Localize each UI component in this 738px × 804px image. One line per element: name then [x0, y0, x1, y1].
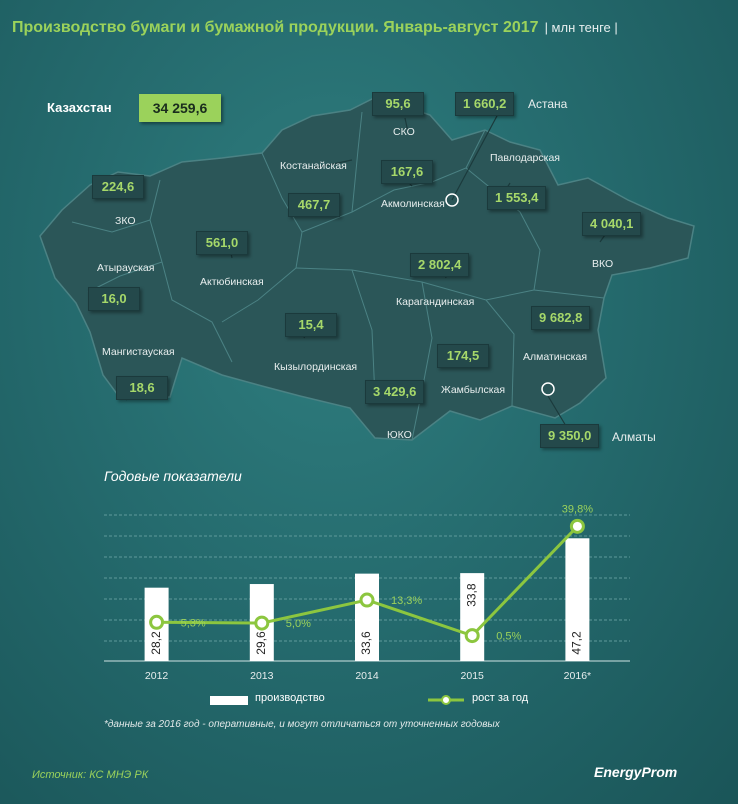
value-box-sko: 95,6 [372, 92, 424, 116]
region-label-aktyubinskaya: Актюбинская [200, 276, 264, 288]
bar-value-label: 29,6 [254, 631, 268, 655]
region-label-almatinskaya: Алматинская [523, 351, 588, 363]
region-label-pavlodarskaya: Павлодарская [490, 152, 560, 164]
region-label-kostanayskaya: Костанайская [280, 160, 347, 172]
bar [565, 538, 590, 661]
value-box-aktyubinskaya: 561,0 [196, 231, 248, 255]
value-box-zko: 224,6 [92, 175, 144, 199]
title-text: Производство бумаги и бумажной продукции… [12, 19, 539, 36]
energyprom-logo: EnergyProm [594, 764, 678, 780]
region-label-mangistauskaya: Мангистауская [102, 346, 175, 358]
region-label-kyzylordinskaya: Кызылординская [274, 361, 358, 373]
legend-bars-label: производство [255, 692, 325, 704]
country-value: 34 259,6 [139, 94, 221, 122]
country-shape [39, 95, 695, 441]
value-box-atyrauskaya: 16,0 [88, 287, 140, 311]
bar [460, 573, 485, 661]
value-box-zhambylskaya: 174,5 [437, 344, 489, 368]
growth-point [464, 628, 480, 644]
region-label-atyrauskaya: Атырауская [97, 262, 155, 274]
bar-value-label: 33,8 [464, 583, 478, 607]
region-label-vko: ВКО [592, 258, 614, 270]
unit-label: | млн тенге | [544, 20, 618, 35]
region-borders [71, 111, 605, 441]
growth-point [569, 518, 585, 534]
x-axis-labels: 2012 2013 2014 2015 2016* [145, 670, 591, 682]
x-tick-label: 2016* [564, 670, 591, 682]
region-label-zko: ЗКО [115, 215, 136, 227]
region-label-astana: Астана [528, 97, 568, 111]
x-tick-label: 2015 [461, 670, 485, 682]
growth-value-label: 5,0% [286, 618, 311, 630]
growth-value-label: 5,3% [181, 617, 206, 629]
value-box-astana: 1 660,2 [455, 92, 515, 116]
value-box-yuko: 3 429,6 [365, 380, 425, 404]
value-box-pavlodarskaya: 1 553,4 [487, 186, 547, 210]
value-box-kyzylordinskaya: 15,4 [285, 313, 337, 337]
region-label-zhambylskaya: Жамбылская [441, 384, 506, 396]
region-label-sko: СКО [393, 126, 415, 138]
value-box-almatinskaya: 9 682,8 [531, 306, 591, 330]
bar-value-label: 33,6 [359, 631, 373, 655]
page-title: Производство бумаги и бумажной продукции… [12, 19, 618, 37]
x-tick-label: 2013 [250, 670, 274, 682]
growth-point [254, 615, 270, 631]
value-box-karagandinskaya: 2 802,4 [410, 253, 470, 277]
region-label-karagandinskaya: Карагандинская [396, 296, 475, 308]
footnote: *данные за 2016 год - оперативные, и мог… [104, 719, 500, 730]
value-box-kostanayskaya: 467,7 [288, 193, 340, 217]
region-label-yuko: ЮКО [387, 429, 412, 441]
almaty-marker [541, 382, 555, 396]
bar-value-label: 47,2 [570, 631, 584, 655]
legend-line-marker [441, 695, 451, 705]
value-box-almaty: 9 350,0 [540, 424, 600, 448]
country-label: Казахстан [47, 100, 112, 115]
growth-point [149, 614, 165, 630]
astana-marker [445, 193, 459, 207]
legend-line-label: рост за год [472, 692, 529, 704]
growth-series: 5,3% 5,0% 13,3% 0,5% 39,8% [149, 503, 593, 644]
growth-point [359, 592, 375, 608]
growth-value-label: 39,8% [562, 503, 593, 515]
source: Источник: КС МНЭ РК [32, 769, 149, 781]
value-box-mangistauskaya: 18,6 [116, 376, 168, 400]
value-box-akmolinskaya: 167,6 [381, 160, 433, 184]
kazakhstan-map [39, 95, 695, 441]
legend-marks [210, 695, 464, 705]
value-box-vko: 4 040,1 [582, 212, 642, 236]
x-tick-label: 2014 [355, 670, 379, 682]
region-label-almaty: Алматы [612, 430, 656, 444]
region-label-akmolinskaya: Акмолинская [381, 198, 445, 210]
growth-value-label: 0,5% [496, 631, 521, 643]
bar-value-label: 28,2 [149, 631, 163, 655]
x-tick-label: 2012 [145, 670, 169, 682]
chart-title: Годовые показатели [104, 468, 242, 484]
bar [355, 573, 379, 661]
growth-value-label: 13,3% [391, 595, 422, 607]
legend-bar-swatch [210, 696, 248, 705]
